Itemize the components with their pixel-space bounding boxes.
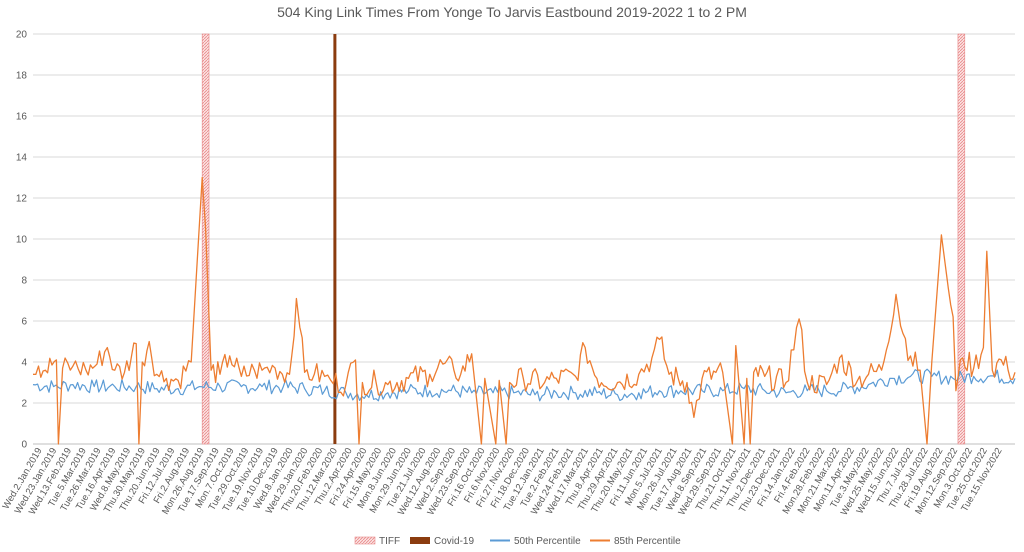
tiff-band [957, 33, 966, 445]
legend-swatch [410, 537, 430, 544]
y-tick-label: 20 [16, 30, 28, 41]
series-lines [32, 176, 1016, 445]
legend-swatch [354, 536, 376, 545]
y-axis-ticks: 0 2 4 6 8 10 12 14 16 18 20 [16, 30, 28, 451]
legend-label: Covid-19 [434, 536, 474, 547]
series-line-85th-percentile [32, 176, 1016, 445]
legend-label: 85th Percentile [614, 536, 681, 547]
y-tick-label: 2 [21, 399, 27, 410]
covid-bar [333, 34, 337, 444]
y-tick-label: 10 [16, 235, 28, 246]
legend: TIFF Covid-19 50th Percentile 85th Percenti… [354, 536, 681, 547]
legend-item: TIFF [354, 536, 400, 547]
y-tick-label: 12 [16, 194, 28, 205]
x-axis-ticks: Wed.2.Jan.2019Wed.23.Jan.2019Wed.13.Feb.… [1, 446, 1005, 518]
y-tick-label: 0 [21, 440, 27, 451]
y-tick-label: 16 [16, 112, 28, 123]
y-tick-label: 8 [21, 276, 27, 287]
y-tick-label: 4 [21, 358, 27, 369]
y-tick-label: 18 [16, 71, 28, 82]
legend-item: 85th Percentile [590, 536, 681, 547]
legend-item: 50th Percentile [490, 536, 581, 547]
chart-title: 504 King Link Times From Yonge To Jarvis… [277, 4, 747, 20]
y-tick-label: 6 [21, 317, 27, 328]
legend-label: 50th Percentile [514, 536, 581, 547]
legend-item: Covid-19 [410, 536, 474, 547]
y-tick-label: 14 [16, 153, 28, 164]
gridlines [33, 33, 1015, 445]
covid-marker [333, 34, 337, 444]
legend-label: TIFF [379, 536, 400, 547]
